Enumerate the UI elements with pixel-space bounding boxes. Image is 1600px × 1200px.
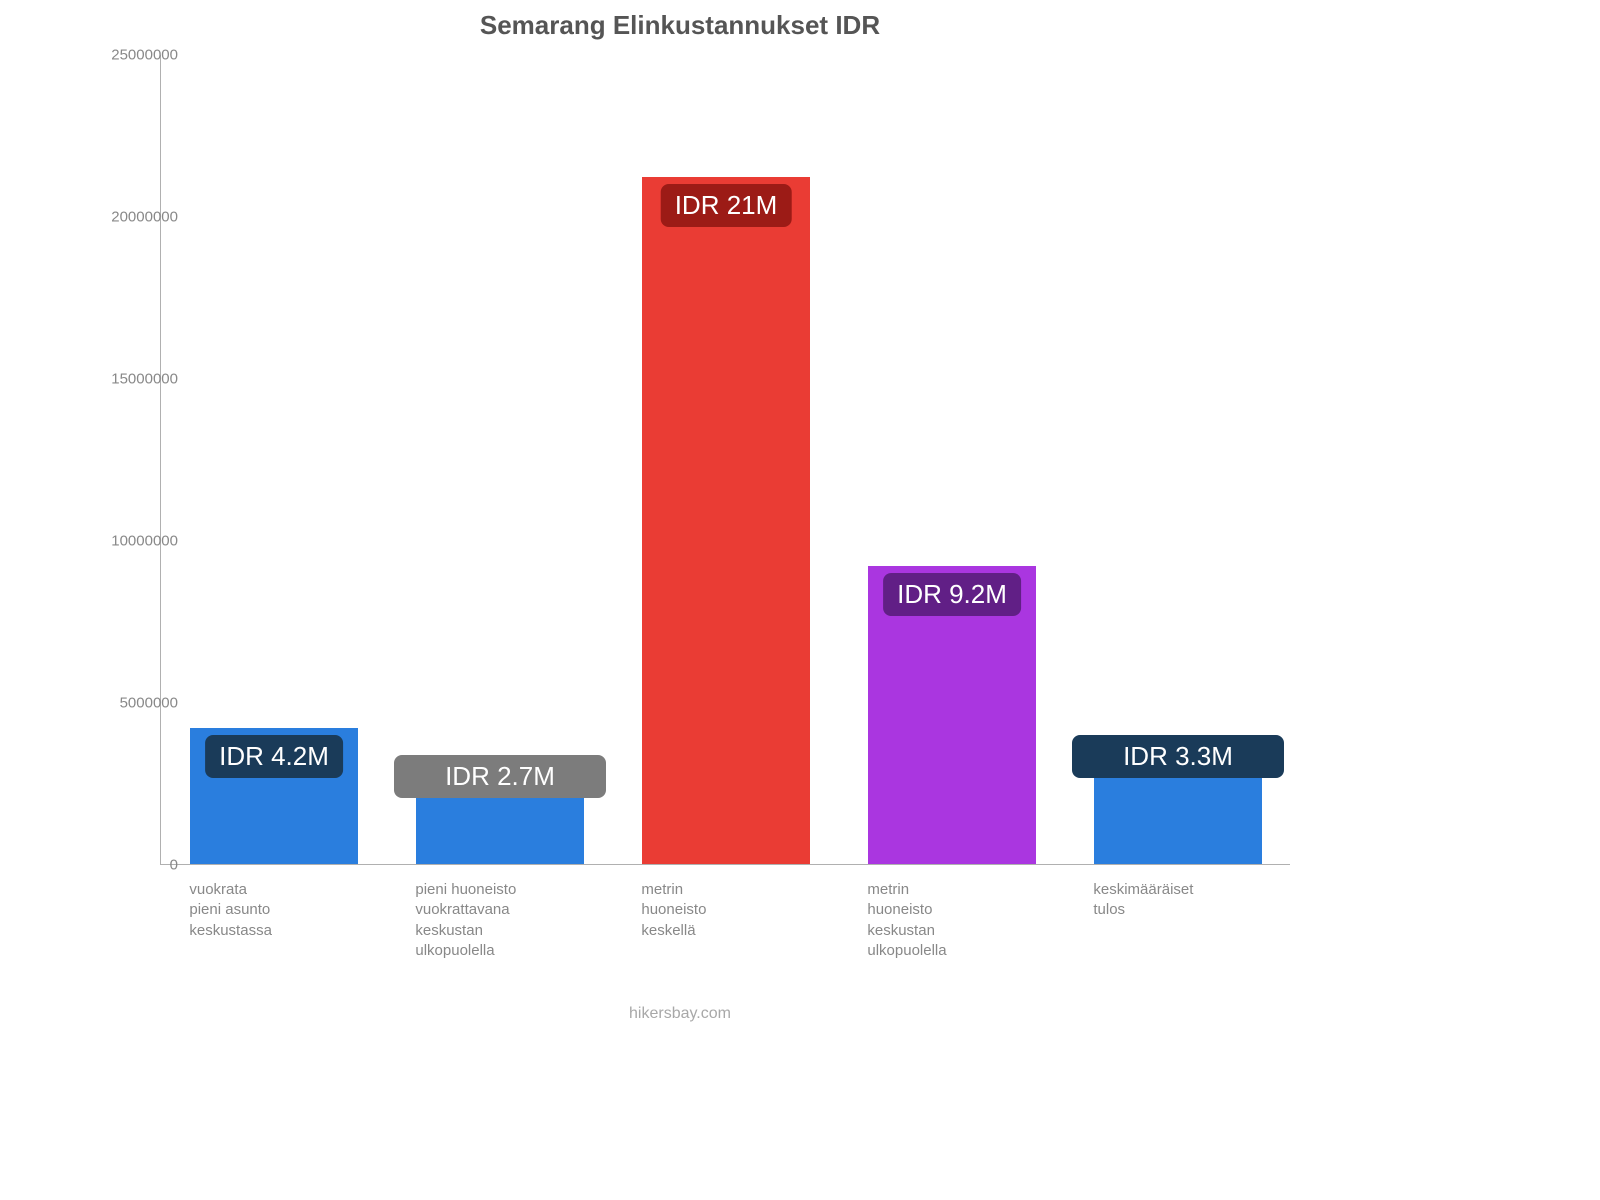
- bars-layer: IDR 4.2M IDR 2.7M IDR 21M IDR 9.2M IDR 3.3M: [161, 55, 1290, 864]
- y-tick-label: 25000000: [68, 47, 178, 64]
- x-axis-label: metrin huoneisto keskustan ulkopuolella: [867, 880, 1034, 961]
- y-tick-label: 0: [68, 857, 178, 874]
- x-axis-label: metrin huoneisto keskellä: [641, 880, 808, 941]
- bar-value-label: IDR 2.7M: [394, 755, 605, 798]
- x-axis-label: vuokrata pieni asunto keskustassa: [189, 880, 356, 941]
- y-tick-label: 15000000: [68, 371, 178, 388]
- bar-value-label: IDR 4.2M: [205, 735, 343, 778]
- x-axis-label: pieni huoneisto vuokrattavana keskustan …: [415, 880, 582, 961]
- y-tick-label: 5000000: [68, 695, 178, 712]
- bar-value-label: IDR 9.2M: [883, 573, 1021, 616]
- chart-container: Semarang Elinkustannukset IDR IDR 4.2MID…: [40, 0, 1320, 1010]
- bar: [642, 177, 809, 864]
- bar-value-label: IDR 21M: [661, 184, 792, 227]
- credit-text: hikersbay.com: [40, 1005, 1320, 1023]
- y-tick-label: 20000000: [68, 209, 178, 226]
- plot-area: IDR 4.2M IDR 2.7M IDR 21M IDR 9.2M IDR 3.3M: [160, 55, 1290, 865]
- x-axis-label: keskimääräiset tulos: [1093, 880, 1260, 921]
- y-tick-label: 10000000: [68, 533, 178, 550]
- chart-title: Semarang Elinkustannukset IDR: [40, 0, 1320, 41]
- bar-value-label: IDR 3.3M: [1072, 735, 1283, 778]
